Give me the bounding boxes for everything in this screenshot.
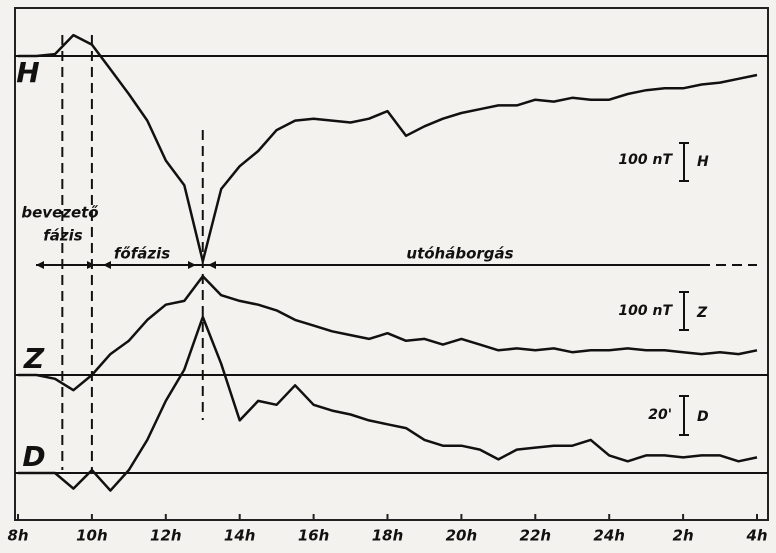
phase-label: bevezető (21, 204, 98, 222)
x-tick-label: 20h (446, 527, 478, 545)
scale-series: H (697, 154, 709, 170)
scale-series: D (697, 409, 709, 425)
x-tick-label: 12h (150, 527, 182, 545)
scale-label: 100 nT (618, 303, 673, 319)
x-tick-label: 8h (7, 527, 28, 545)
x-tick-label: 16h (298, 527, 330, 545)
x-tick-label: 24h (593, 527, 625, 545)
series-label: D (22, 440, 45, 473)
scale-label: 100 nT (618, 152, 673, 168)
series-label: Z (23, 342, 45, 375)
series-label: H (16, 56, 39, 89)
x-tick-label: 18h (372, 527, 404, 545)
phase-label: utóháborgás (406, 245, 513, 263)
trace (18, 274, 758, 392)
x-tick-label: 14h (224, 527, 256, 545)
trace (18, 33, 758, 263)
x-tick-label: 22h (520, 527, 552, 545)
x-tick-label: 2h (673, 527, 694, 545)
scale-series: Z (696, 305, 708, 321)
x-tick-label: 4h (745, 527, 767, 545)
x-tick-label: 10h (76, 527, 108, 545)
trace (18, 315, 758, 492)
phase-label: főfázis (114, 245, 170, 263)
frame (14, 7, 769, 521)
scale-label: 20' (648, 407, 672, 423)
